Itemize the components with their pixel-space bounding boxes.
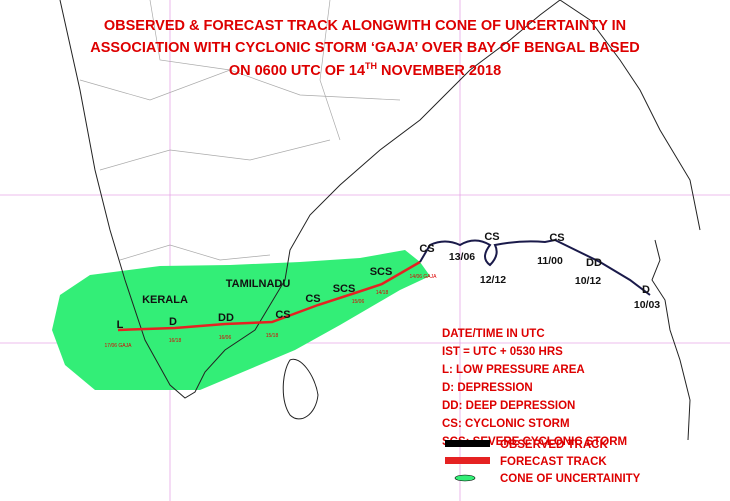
legend-item: FORECAST TRACK [500,456,607,468]
region-label: KERALA [142,294,188,306]
time-label: 13/06 [449,251,475,263]
coastline [59,0,701,441]
time-label: 15/06 [352,299,365,305]
legend: DATE/TIME IN UTC IST = UTC + 0530 HRS L:… [442,328,641,485]
time-label: 16/06 [219,335,232,341]
legend-note: DD: DEEP DEPRESSION [442,400,575,412]
observed-track [419,238,651,296]
forecast-track [117,260,421,332]
legend-swatch [445,440,490,447]
legend-item: OBSERVED TRACK [500,439,608,451]
state-boundaries [79,0,401,261]
legend-note: DATE/TIME IN UTC [442,328,545,340]
time-label: 10/03 [634,299,660,311]
time-label: 17/06 GAJA [105,343,133,349]
stage-label: D [642,284,650,296]
time-label: 14/06 GAJA [410,274,438,280]
stage-label: DD [218,312,234,324]
time-label: 15/18 [266,333,279,339]
legend-note: D: DEPRESSION [442,382,533,394]
legend-note: IST = UTC + 0530 HRS [442,346,563,358]
time-label: 12/12 [480,274,506,286]
legend-note: L: LOW PRESSURE AREA [442,364,585,376]
time-label: 11/00 [537,255,563,267]
stage-label: SCS [370,266,393,278]
stage-label: DD [586,257,602,269]
legend-swatch [454,474,476,482]
time-label: 16/18 [169,338,182,344]
title: ON 0600 UTC OF 14TH NOVEMBER 2018 [229,61,501,79]
legend-note: CS: CYCLONIC STORM [442,418,570,430]
cone-of-uncertainty [52,250,430,390]
stage-label: L [117,319,124,331]
stage-label: D [169,316,177,328]
stage-label: CS [305,293,320,305]
stage-label: CS [549,232,564,244]
title: ASSOCIATION WITH CYCLONIC STORM ‘GAJA’ O… [90,40,639,56]
stage-label: SCS [333,283,356,295]
stage-label: CS [484,231,499,243]
legend-item: CONE OF UNCERTAINITY [500,473,641,485]
stage-label: CS [275,309,290,321]
time-label: 10/12 [575,275,601,287]
legend-swatch [445,457,490,464]
title: OBSERVED & FORECAST TRACK ALONGWITH CONE… [104,18,626,34]
time-label: 14/18 [376,290,389,296]
region-label: TAMILNADU [226,278,291,290]
stage-label: CS [419,243,434,255]
